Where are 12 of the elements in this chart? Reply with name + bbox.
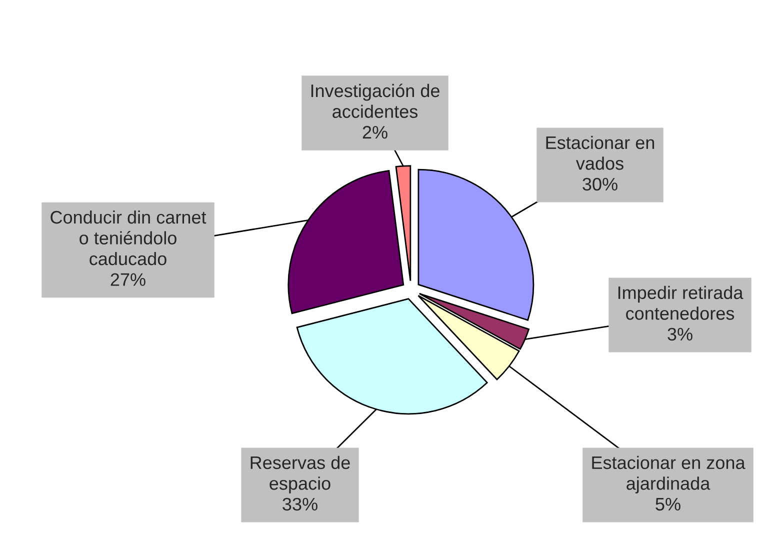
slice-label: Estacionar en vados — [546, 136, 654, 170]
data-label: 5% — [656, 498, 680, 511]
data-label: 33% — [282, 498, 318, 511]
slice-label: Estacionar en zona ajardinada — [592, 456, 746, 494]
slice-label: Impedir retirada contenedores — [618, 286, 744, 320]
slice-label: Conducir din carnet o teniéndolo caducado — [50, 210, 206, 266]
data-label: 3% — [668, 328, 692, 341]
data-label: 2% — [362, 126, 388, 139]
slice-label: Reservas de espacio — [250, 456, 350, 494]
slice-label: Investigación de accidentes — [311, 84, 440, 118]
data-label: 27% — [110, 273, 146, 286]
data-label: 30% — [582, 178, 618, 191]
